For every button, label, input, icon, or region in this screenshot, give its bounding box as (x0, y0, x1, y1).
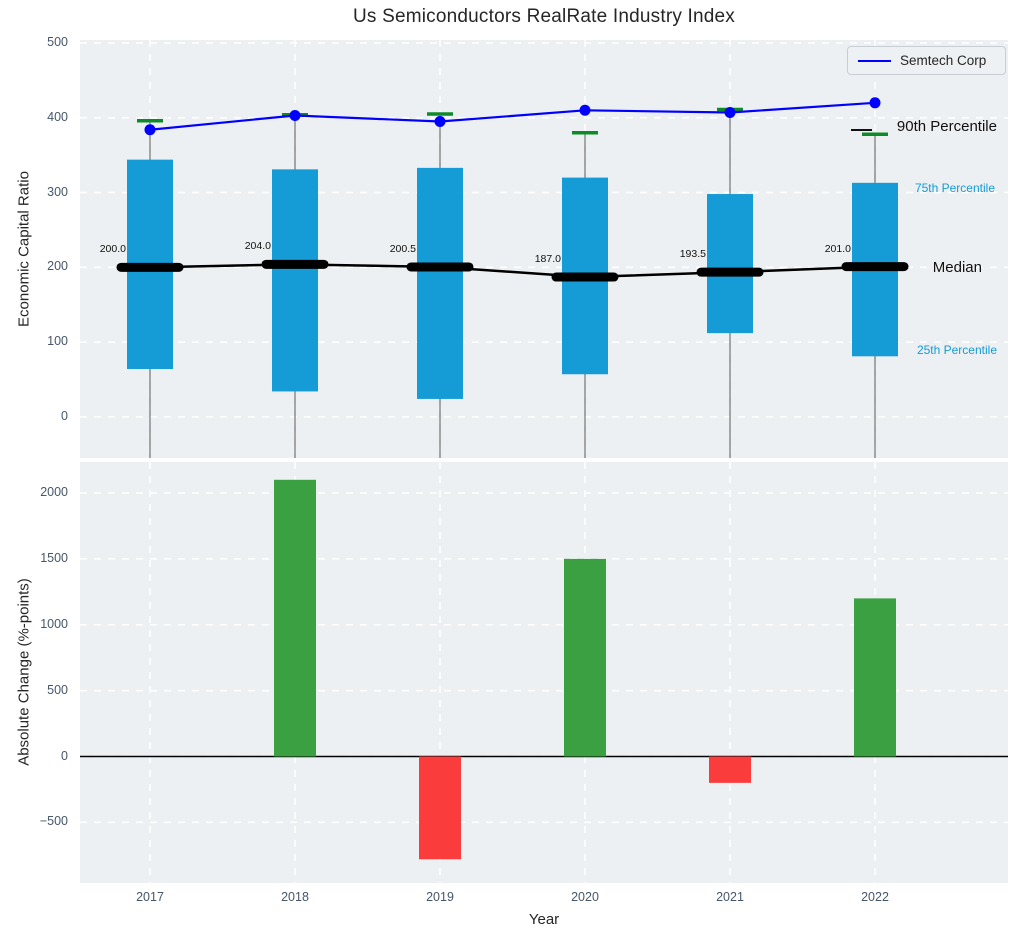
y-axis-label-bottom: Absolute Change (%-points) (16, 578, 33, 766)
bottom-panel-plot (80, 462, 1008, 883)
change-bar-negative (709, 757, 751, 783)
semtech-line (150, 103, 875, 130)
x-tick-label: 2018 (260, 890, 330, 905)
y-tick-label: 200 (8, 259, 68, 274)
change-bar-positive (274, 480, 316, 757)
y-tick-label: 2000 (8, 485, 68, 500)
semtech-dot (290, 110, 301, 121)
change-bar-negative (419, 757, 461, 860)
side-label-median: Median (933, 259, 982, 276)
median-annotation: 204.0 (217, 240, 271, 252)
x-tick-label: 2019 (405, 890, 475, 905)
median-annotation: 200.5 (362, 243, 416, 255)
legend-label: Semtech Corp (900, 53, 986, 68)
y-tick-label: 300 (8, 185, 68, 200)
semtech-dot (580, 105, 591, 116)
y-tick-label: 0 (8, 749, 68, 764)
iqr-bar (272, 169, 318, 391)
semtech-dot (725, 107, 736, 118)
x-tick-label: 2020 (550, 890, 620, 905)
semtech-dot (870, 97, 881, 108)
y-tick-label: 500 (8, 35, 68, 50)
x-tick-label: 2022 (840, 890, 910, 905)
median-annotation: 193.5 (652, 248, 706, 260)
median-annotation: 187.0 (507, 253, 561, 265)
y-tick-label: 400 (8, 110, 68, 125)
y-tick-label: 500 (8, 683, 68, 698)
median-annotation: 201.0 (797, 243, 851, 255)
legend: Semtech Corp (847, 46, 1006, 75)
x-tick-label: 2017 (115, 890, 185, 905)
y-tick-label: 0 (8, 409, 68, 424)
semtech-dot (145, 124, 156, 135)
semtech-dot (435, 116, 446, 127)
median-annotation: 200.0 (72, 243, 126, 255)
legend-line-sample (858, 60, 891, 62)
chart-title: Us Semiconductors RealRate Industry Inde… (80, 6, 1008, 28)
y-tick-label: 1000 (8, 617, 68, 632)
leader-line-90th (851, 129, 872, 131)
bottom-panel (80, 462, 1008, 883)
y-tick-label: −500 (8, 814, 68, 829)
iqr-bar (707, 194, 753, 333)
side-label-25th-percentile: 25th Percentile (917, 343, 997, 357)
side-label-75th-percentile: 75th Percentile (915, 181, 995, 195)
median-line (150, 264, 875, 277)
side-label-90th-percentile: 90th Percentile (897, 118, 997, 135)
change-bar-positive (564, 559, 606, 757)
change-bar-positive (854, 598, 896, 756)
x-tick-label: 2021 (695, 890, 765, 905)
figure: Us Semiconductors RealRate Industry Inde… (0, 0, 1021, 940)
y-tick-label: 1500 (8, 551, 68, 566)
iqr-bar (417, 168, 463, 399)
x-axis-label: Year (80, 911, 1008, 928)
y-tick-label: 100 (8, 334, 68, 349)
